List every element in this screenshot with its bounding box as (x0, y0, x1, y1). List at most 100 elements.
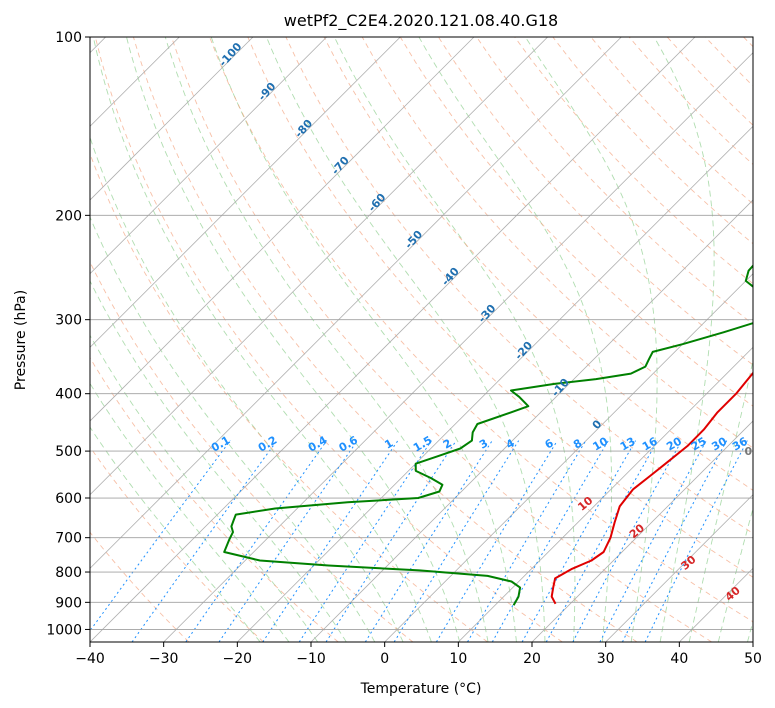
dry-adiabats (90, 37, 753, 642)
dry-adiabat-line (704, 37, 753, 87)
moist-adiabat-line (92, 37, 432, 642)
dry-adiabat-label: -80 (292, 117, 315, 141)
y-tick-label: 500 (55, 444, 82, 460)
isotherm-line (90, 37, 475, 422)
dry-adiabat-label: -50 (402, 228, 425, 252)
isotherm-line (90, 37, 548, 496)
y-tick-label: 900 (55, 595, 82, 611)
isotherm-line (458, 346, 753, 642)
moist-adiabat-line (90, 135, 404, 642)
y-tick-label: 300 (55, 313, 82, 329)
moist-adiabat-label: 20 (627, 521, 647, 541)
dry-adiabat-line (399, 37, 753, 407)
moist-adiabat-line (90, 426, 261, 642)
isobars (90, 37, 753, 630)
mixing-ratio-line (435, 440, 558, 642)
mixing-ratio-line (393, 440, 520, 642)
moist-adiabat-label: 30 (679, 553, 699, 573)
grid-labels: 0.1 0.2 0.4 0.6 1 1.5 2 3 4 6 8 10 13 16 20 25 30 36-100-… (209, 40, 752, 604)
x-tick-label: 20 (523, 651, 541, 667)
y-tick-label: 100 (55, 30, 82, 46)
dry-adiabat-label: -70 (329, 154, 352, 178)
y-tick-label: 400 (55, 387, 82, 403)
mixing-ratio-lines (90, 440, 748, 642)
dry-adiabat-line (476, 37, 753, 325)
x-axis: −40 −30 −20 −10 0 10 20 30 40 50 (75, 642, 762, 667)
isotherm-line (531, 420, 753, 642)
isotherm-line (752, 641, 753, 642)
y-tick-label: 600 (55, 491, 82, 507)
plot-frame (89, 36, 754, 643)
x-tick-label: 0 (380, 651, 389, 667)
dry-adiabat-label: -100 (216, 40, 244, 69)
moist-adiabat-line (688, 358, 753, 642)
dry-adiabat-label: -40 (439, 265, 462, 289)
isotherm-line (384, 273, 753, 642)
dry-adiabat-line (590, 37, 753, 205)
y-tick-label: 800 (55, 565, 82, 581)
isotherms (90, 37, 753, 642)
moist-adiabat-line (90, 216, 376, 642)
mixing-ratio-label: 4 (504, 436, 517, 451)
dry-adiabat-label: -20 (512, 339, 535, 363)
moist-adiabat-line (210, 37, 517, 642)
dry-adiabat-line (90, 356, 339, 642)
mixing-ratio-line (262, 440, 399, 642)
mixing-ratio-label: 2 (441, 437, 454, 452)
moist-adiabat-line (418, 37, 613, 642)
moist-adiabat-line (266, 37, 546, 642)
dry-adiabat-line (90, 531, 190, 642)
y-axis-label: Pressure (hPa) (13, 290, 29, 390)
isotherm-line (90, 37, 622, 569)
moist-adiabat-line (653, 37, 715, 642)
profile-line (550, 371, 753, 605)
isotherm-line (310, 199, 753, 642)
chart-title: wetPf2_C2E4.2020.121.08.40.G18 (284, 11, 558, 31)
mixing-ratio-line (599, 440, 707, 642)
moist-adiabat-line (126, 37, 461, 642)
dry-adiabat-label: -90 (256, 80, 279, 104)
dry-adiabat-line (132, 37, 638, 642)
mixing-ratio-line (90, 440, 231, 632)
x-axis-label: Temperature (°C) (360, 681, 482, 697)
isotherm-line (605, 494, 753, 642)
mixing-ratio-line (621, 440, 728, 642)
isotherm-line (90, 37, 696, 642)
y-tick-label: 200 (55, 208, 82, 224)
mixing-ratio-line (364, 440, 493, 642)
isotherm-line (237, 125, 753, 642)
dry-adiabat-line (209, 37, 753, 623)
dry-adiabat-line (514, 37, 753, 285)
dry-adiabat-label: -60 (366, 191, 389, 215)
dry-adiabat-line (90, 152, 488, 642)
isotherm-line (679, 567, 753, 642)
moist-adiabat-line (524, 37, 658, 642)
x-tick-label: −40 (75, 651, 105, 667)
x-tick-label: 30 (597, 651, 615, 667)
mixing-ratio-line (644, 440, 748, 642)
mixing-ratio-line (131, 440, 278, 642)
x-tick-label: 50 (744, 651, 762, 667)
zero-label: 0 (744, 445, 752, 458)
y-tick-label: 700 (55, 531, 82, 547)
moist-adiabats (90, 37, 753, 642)
moist-adiabat-label: 40 (723, 584, 743, 604)
dry-adiabat-line (666, 37, 753, 126)
isotherm-line (90, 37, 254, 201)
dry-adiabat-line (361, 37, 753, 449)
dry-adiabat-line (94, 37, 563, 642)
x-tick-label: −10 (296, 651, 326, 667)
mixing-ratio-line (325, 440, 457, 642)
moist-adiabat-line (90, 382, 290, 642)
isotherm-line (90, 37, 327, 275)
dry-adiabat-line (247, 37, 753, 578)
profile-line (223, 264, 753, 606)
x-tick-label: 40 (670, 651, 688, 667)
mixing-ratio-line (218, 440, 358, 642)
mixing-ratio-line (298, 440, 432, 642)
mixing-ratio-line (491, 440, 609, 642)
dry-adiabat-line (90, 261, 414, 642)
dry-adiabat-line (171, 37, 712, 642)
moist-adiabat-line (717, 506, 753, 642)
